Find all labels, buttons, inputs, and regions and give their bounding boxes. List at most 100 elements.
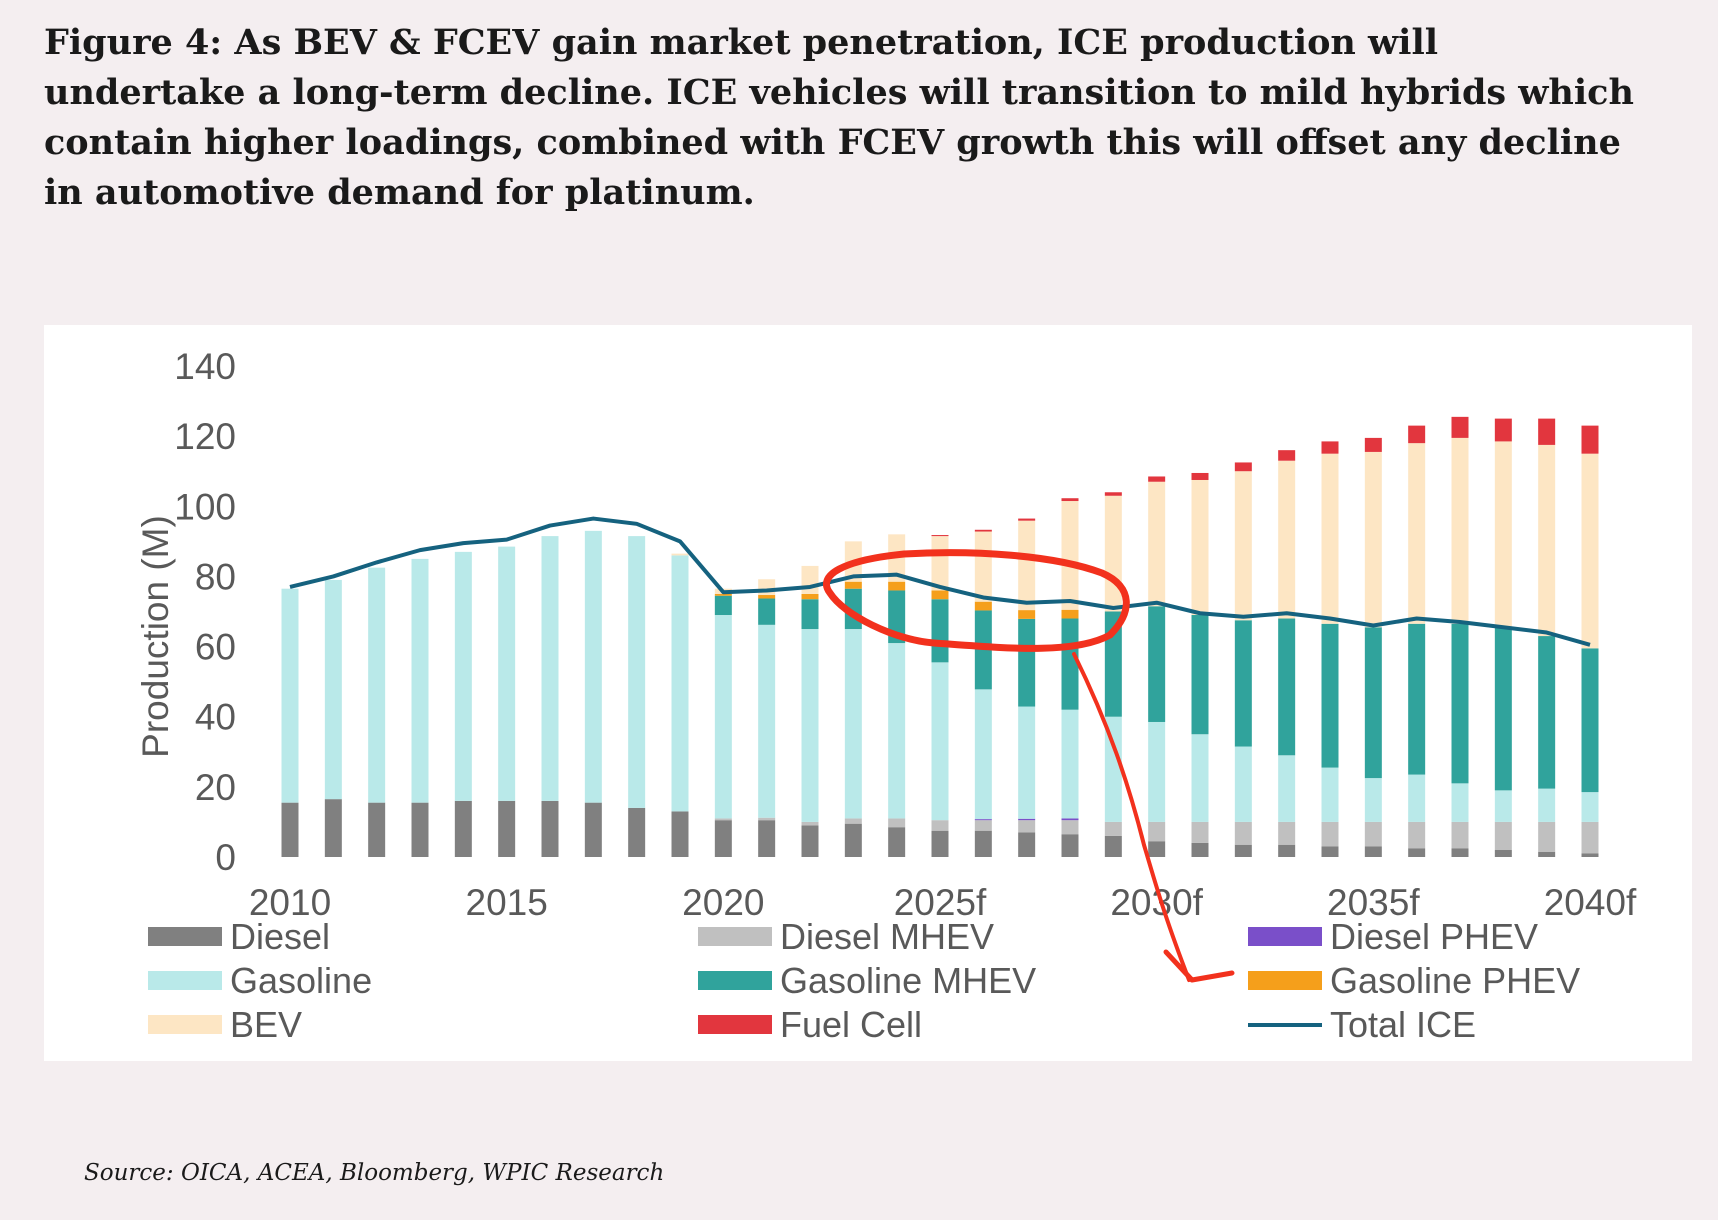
bar-stack: [1104, 492, 1122, 857]
bar-stack: [498, 546, 516, 857]
bar-segment-diesel-mhev: [1321, 821, 1339, 847]
bar-segment-gasoline: [498, 546, 516, 801]
bar-stack: [758, 579, 776, 857]
bar-segment-bev: [801, 565, 819, 594]
bar-segment-fuel-cell: [1018, 518, 1036, 521]
bar-segment-diesel-mhev: [1408, 821, 1426, 849]
bar-stack: [281, 588, 299, 857]
bar-segment-bev: [1364, 451, 1382, 628]
legend-item-diesel: Diesel: [148, 916, 330, 957]
bar-stack: [368, 567, 386, 857]
bar-segment-gasoline-mhev: [1278, 618, 1296, 756]
bar-segment-bev: [1191, 479, 1209, 616]
total-ice-line: [289, 516, 1591, 647]
bar-segment-gasoline: [801, 629, 819, 822]
bar-segment-gasoline: [1581, 792, 1599, 822]
bar-segment-fuel-cell: [1191, 472, 1209, 480]
bar-segment-diesel-phev: [1018, 818, 1036, 821]
bar-segment-diesel: [1061, 834, 1079, 857]
bar-segment-diesel-mhev: [1061, 820, 1079, 835]
bar-segment-diesel: [888, 827, 906, 857]
bar-segment-diesel: [801, 825, 819, 857]
bar-segment-gasoline-mhev: [714, 595, 732, 616]
bar-segment-diesel-phev: [974, 819, 992, 821]
bar-segment-gasoline-mhev: [1408, 623, 1426, 775]
annotation-circle: [823, 549, 1130, 652]
bar-segment-gasoline: [541, 536, 559, 801]
bar-segment-bev: [671, 553, 689, 556]
legend-label: Fuel Cell: [780, 1004, 922, 1045]
x-tick-label: 2015: [466, 882, 548, 923]
bar-segment-diesel: [1148, 841, 1166, 857]
bar-segment-bev: [974, 531, 992, 602]
legend-label: Gasoline: [230, 960, 372, 1001]
bar-segment-diesel-mhev: [1191, 821, 1209, 843]
bar-segment-bev: [1234, 471, 1252, 621]
bar-segment-diesel: [324, 799, 342, 857]
y-tick-label: 120: [174, 416, 236, 457]
bar-segment-gasoline: [931, 662, 949, 821]
legend-item-bev: BEV: [148, 1004, 302, 1045]
bar-segment-fuel-cell: [1061, 498, 1079, 502]
bar-segment-gasoline-mhev: [1451, 623, 1469, 784]
bar-stack: [1581, 425, 1599, 857]
bar-segment-fuel-cell: [1278, 450, 1296, 461]
bar-segment-gasoline: [411, 558, 429, 803]
bar-segment-diesel: [1321, 846, 1339, 857]
bar-segment-gasoline: [1278, 755, 1296, 822]
bar-segment-diesel: [1278, 844, 1296, 857]
bar-segment-diesel: [1018, 832, 1036, 857]
bar-segment-diesel-mhev: [844, 818, 862, 824]
bar-stack: [454, 551, 472, 857]
bar-segment-diesel: [1364, 846, 1382, 857]
bar-segment-bev: [1538, 444, 1556, 637]
bar-segment-diesel: [844, 823, 862, 857]
bar-segment-diesel: [541, 800, 559, 857]
bar-segment-diesel: [671, 811, 689, 857]
bar-segment-gasoline-mhev: [1538, 636, 1556, 789]
bar-segment-diesel: [1191, 842, 1209, 857]
bar-stack: [888, 534, 906, 857]
bar-segment-fuel-cell: [931, 535, 949, 537]
bar-segment-diesel: [281, 802, 299, 857]
bar-segment-fuel-cell: [1451, 416, 1469, 438]
bar-stack: [974, 529, 992, 857]
bar-segment-fuel-cell: [1364, 437, 1382, 452]
legend-item-fuel-cell: Fuel Cell: [698, 1004, 922, 1045]
legend-label: Diesel MHEV: [780, 916, 994, 957]
bar-segment-gasoline-mhev: [1018, 618, 1036, 707]
annotation-arrow-stem: [1072, 652, 1191, 982]
y-axis: 0 20 40 60 80 100 120 140 Production (M): [135, 346, 236, 878]
bar-segment-gasoline-mhev: [1321, 623, 1339, 768]
bar-segment-bev: [1451, 437, 1469, 624]
bar-stack: [671, 553, 689, 857]
legend-swatch: [698, 971, 772, 990]
bar-segment-fuel-cell: [1494, 418, 1512, 442]
legend-item-gasoline-mhev: Gasoline MHEV: [698, 960, 1036, 1001]
bar-stack: [1148, 476, 1166, 857]
bar-segment-gasoline: [758, 624, 776, 818]
bar-segment-gasoline: [1538, 788, 1556, 822]
x-tick-label: 2010: [249, 882, 331, 923]
y-tick-label: 40: [195, 697, 236, 738]
legend-item-diesel-mhev: Diesel MHEV: [698, 916, 994, 957]
bar-segment-diesel-mhev: [1451, 821, 1469, 849]
bar-stack: [1321, 441, 1339, 857]
bar-stack: [584, 530, 602, 857]
legend-label: Diesel: [230, 916, 330, 957]
legend-label: Diesel PHEV: [1330, 916, 1538, 957]
bar-segment-bev: [1061, 501, 1079, 610]
bar-segment-bev: [1278, 460, 1296, 619]
bar-segment-diesel: [498, 800, 516, 857]
bar-segment-gasoline-mhev: [758, 598, 776, 625]
total-ice-line-layer: [289, 516, 1591, 647]
chart-panel: 0 20 40 60 80 100 120 140 Production (M) 2010 201…: [44, 325, 1692, 1061]
bar-segment-diesel: [1104, 835, 1122, 857]
bar-segment-gasoline-phev: [758, 595, 776, 599]
bar-segment-diesel-mhev: [801, 821, 819, 826]
bar-segment-fuel-cell: [1581, 425, 1599, 454]
y-tick-label: 100: [174, 486, 236, 527]
bar-segment-fuel-cell: [1104, 492, 1122, 496]
bar-segment-gasoline: [584, 530, 602, 803]
bar-stack: [1191, 472, 1209, 857]
